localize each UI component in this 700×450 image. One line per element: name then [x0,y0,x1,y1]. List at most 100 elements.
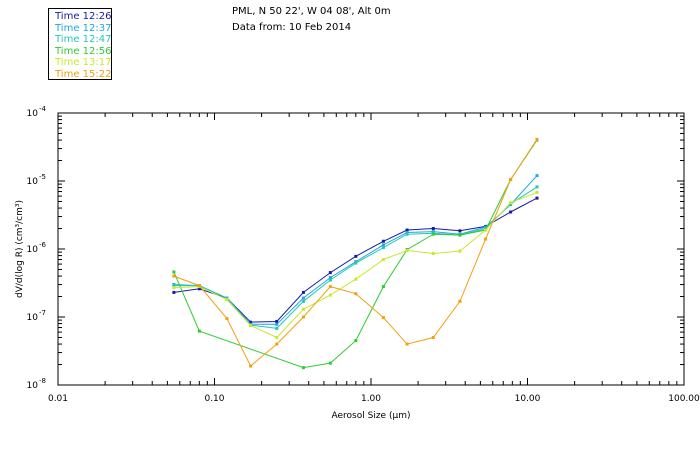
data-point [381,258,385,262]
data-point [405,342,409,346]
data-point [328,276,332,280]
legend-entry: Time 12:26 [55,11,112,22]
data-point [509,178,513,182]
data-point [275,342,279,346]
plot-frame [57,112,685,386]
y-tick-exponent: -6 [39,241,47,249]
data-point [172,274,176,278]
data-point [484,228,488,232]
legend-entry: Time 12:37 [55,22,112,34]
data-point [458,249,462,253]
data-point [535,185,539,189]
data-point [381,239,385,243]
legend-entry: Time 13:17 [55,57,112,68]
data-point [405,232,409,236]
data-point [381,285,385,289]
data-point [431,227,435,231]
y-tick-label: 10 -4 [27,105,47,119]
data-point [275,319,279,323]
data-point [405,230,409,234]
data-point [225,298,229,302]
data-point [197,329,201,333]
data-point [509,201,513,205]
data-date-text: Data from: 10 Feb 2014 [232,22,352,33]
data-point [431,335,435,339]
data-point [354,261,358,265]
data-point [172,290,176,294]
legend-entry: Time 12:47 [55,34,112,45]
data-point [535,174,539,178]
y-tick-label: 10 -5 [27,173,46,187]
data-point [328,271,332,275]
data-point [509,210,513,214]
data-point [381,243,385,247]
data-point [354,254,358,258]
data-point [275,322,279,326]
data-point [405,228,409,232]
data-point [225,317,229,321]
data-point [535,190,539,194]
data-point [431,251,435,255]
data-point [301,299,305,303]
series-layer [172,137,539,370]
data-point [275,335,279,339]
y-tick-exponent: -7 [39,309,46,317]
data-point [484,227,488,231]
y-tick-mantissa: 10 [27,177,39,187]
data-point [354,339,358,343]
location-text: PML, N 50 22', W 04 08', Alt 0m [232,6,391,17]
data-point [225,296,229,300]
data-point [354,292,358,296]
y-tick-exponent: -4 [39,105,47,113]
data-point [172,270,176,274]
data-point [381,316,385,320]
data-point [431,232,435,236]
x-tick-label: 0.10 [204,394,224,404]
chart-header: PML, N 50 22', W 04 08', Alt 0m Data fro… [232,4,391,36]
series-line [173,175,538,325]
data-point [301,296,305,300]
data-point [458,233,462,237]
data-point [301,307,305,311]
data-point [301,290,305,294]
y-tick-label: 10 -6 [27,241,47,255]
data-point [328,285,332,289]
legend-entry: Time 15:22 [55,68,112,80]
data-point [328,278,332,282]
data-point [381,246,385,250]
x-tick-label: 10.00 [515,394,541,404]
y-tick-mantissa: 10 [27,313,39,323]
data-point [172,284,176,288]
series-line [173,139,538,369]
y-tick-mantissa: 10 [27,245,39,255]
legend-entry: Time 12:56 [55,45,112,57]
data-point [275,326,279,330]
data-point [431,230,435,234]
x-axis-label: Aerosol Size (μm) [332,411,411,421]
data-point [458,229,462,233]
y-tick-label: 10 -8 [27,377,46,391]
data-point [172,286,176,290]
series-line [173,139,538,367]
data-point [328,361,332,365]
data-point [197,287,201,291]
y-tick-label: 10 -7 [27,309,46,323]
data-point [249,320,253,324]
data-point [301,366,305,370]
data-point [328,293,332,297]
x-axis: 0.01 0.10 1.00 10.00 100.00 [48,113,700,404]
data-point [197,284,201,288]
data-point [354,277,358,281]
data-point [535,196,539,200]
data-point [301,315,305,319]
y-tick-exponent: -8 [39,377,46,385]
legend: Time 12:26 Time 12:37 Time 12:47 Time 12:56… [48,8,112,80]
x-tick-label: 100.00 [668,394,700,404]
series-line [173,197,538,323]
y-tick-mantissa: 10 [27,109,39,119]
series-line [173,191,538,339]
y-tick-exponent: -5 [39,173,46,181]
y-axis-label: dV/d(log R) (cm³/cm³) [15,200,25,298]
data-point [249,323,253,327]
